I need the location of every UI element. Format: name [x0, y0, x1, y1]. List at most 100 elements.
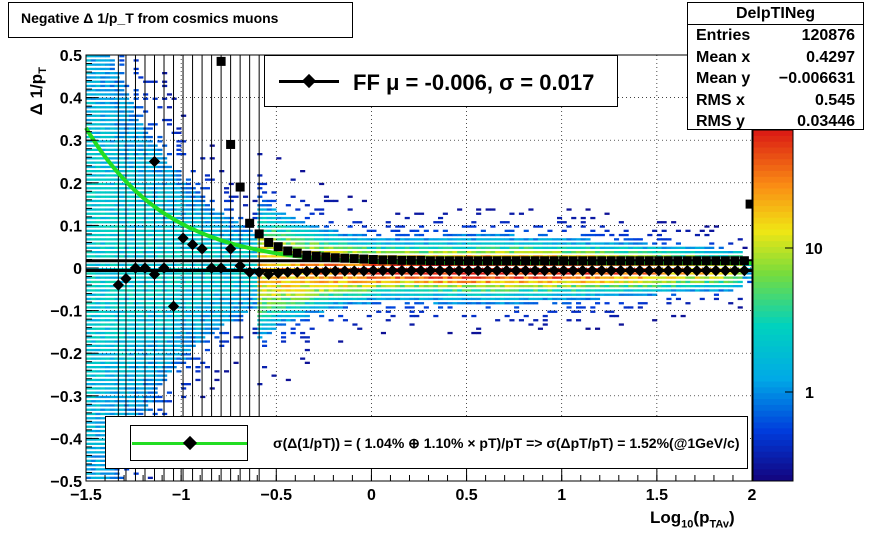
- heatmap-bin: [109, 208, 115, 211]
- heatmap-bin: [119, 255, 125, 258]
- heatmap-bin: [333, 246, 339, 249]
- mean-marker: [576, 264, 589, 277]
- heatmap-bin: [143, 153, 149, 156]
- heatmap-bin: [162, 80, 168, 83]
- heatmap-bin: [618, 293, 624, 296]
- y-tick-label: −0.5: [50, 474, 82, 491]
- colorbar-segment: [753, 276, 793, 283]
- heatmap-bin: [376, 242, 382, 245]
- sigma-marker: [730, 256, 740, 266]
- heatmap-bin: [476, 280, 482, 284]
- heatmap-bin: [447, 276, 453, 279]
- heatmap-bin: [204, 323, 210, 326]
- heatmap-bin: [442, 302, 448, 305]
- heatmap-bin: [143, 404, 149, 407]
- heatmap-bin: [666, 246, 672, 249]
- heatmap-bin: [238, 306, 244, 309]
- heatmap-bin: [266, 246, 272, 249]
- heatmap-bin: [124, 272, 130, 275]
- heatmap-bin: [518, 285, 524, 288]
- heatmap-bin: [95, 464, 101, 467]
- sigma-marker: [701, 256, 711, 266]
- heatmap-bin: [195, 323, 201, 326]
- heatmap-bin: [95, 229, 101, 232]
- heatmap-bin: [566, 285, 572, 288]
- heatmap-bin: [209, 199, 215, 203]
- heatmap-bin: [328, 276, 334, 279]
- heatmap-bin: [580, 276, 586, 279]
- sigma-marker: [739, 256, 749, 266]
- heatmap-bin: [128, 255, 134, 258]
- heatmap-bin: [86, 148, 92, 151]
- heatmap-bin: [590, 276, 596, 279]
- heatmap-bin: [138, 208, 144, 211]
- heatmap-bin: [228, 319, 234, 322]
- heatmap-bin: [128, 178, 134, 181]
- heatmap-bin: [547, 238, 553, 241]
- heatmap-bin: [323, 289, 329, 292]
- heatmap-bin: [514, 242, 520, 245]
- heatmap-bin: [133, 118, 139, 122]
- heatmap-bin: [214, 293, 220, 296]
- heatmap-bin: [266, 319, 272, 322]
- heatmap-bin: [537, 293, 543, 296]
- heatmap-bin: [100, 446, 106, 450]
- heatmap-bin: [609, 233, 615, 237]
- heatmap-bin: [604, 229, 610, 232]
- heatmap-bin: [109, 336, 115, 339]
- colorbar-segment: [753, 416, 793, 423]
- heatmap-bin: [124, 233, 130, 237]
- heatmap-bin: [243, 276, 249, 279]
- heatmap-bin: [490, 242, 496, 245]
- heatmap-bin: [128, 323, 134, 326]
- heatmap-bin: [100, 170, 106, 173]
- heatmap-bin: [162, 251, 168, 254]
- heatmap-bin: [276, 238, 282, 241]
- heatmap-bin: [200, 327, 206, 330]
- heatmap-bin: [133, 174, 139, 177]
- heatmap-bin: [105, 131, 111, 134]
- heatmap-bin: [366, 229, 372, 232]
- heatmap-bin: [90, 327, 96, 330]
- heatmap-bin: [95, 63, 101, 66]
- heatmap-bin: [228, 225, 234, 228]
- heatmap-bin: [376, 233, 382, 237]
- heatmap-bin: [138, 361, 144, 364]
- heatmap-bin: [152, 165, 158, 169]
- legend-top: FF μ = -0.006, σ = 0.017: [264, 55, 618, 107]
- heatmap-bin: [86, 378, 92, 382]
- heatmap-bin: [95, 127, 101, 130]
- heatmap-bin: [419, 233, 425, 237]
- heatmap-bin: [300, 272, 306, 275]
- heatmap-bin: [166, 123, 172, 126]
- heatmap-bin: [323, 195, 329, 198]
- heatmap-bin: [185, 340, 191, 343]
- heatmap-bin: [143, 140, 149, 143]
- heatmap-bin: [300, 246, 306, 249]
- heatmap-bin: [95, 340, 101, 343]
- heatmap-bin: [200, 280, 206, 284]
- heatmap-bin: [185, 293, 191, 296]
- heatmap-bin: [671, 285, 677, 288]
- heatmap-bin: [542, 251, 548, 254]
- heatmap-bin: [143, 174, 149, 177]
- heatmap-bin: [185, 289, 191, 292]
- heatmap-bin: [461, 314, 467, 318]
- heatmap-bin: [580, 225, 586, 228]
- heatmap-bin: [100, 323, 106, 326]
- heatmap-bin: [300, 276, 306, 279]
- heatmap-bin: [119, 361, 125, 364]
- heatmap-bin: [323, 251, 329, 254]
- heatmap-bin: [90, 97, 96, 100]
- heatmap-bin: [466, 280, 472, 284]
- heatmap-bin: [552, 297, 558, 301]
- heatmap-bin: [290, 238, 296, 241]
- heatmap-bin: [609, 276, 615, 279]
- heatmap-bin: [190, 302, 196, 305]
- heatmap-bin: [90, 63, 96, 66]
- heatmap-bin: [671, 251, 677, 254]
- heatmap-bin: [133, 366, 139, 369]
- heatmap-bin: [376, 297, 382, 301]
- heatmap-bin: [124, 93, 130, 96]
- heatmap-bin: [395, 289, 401, 292]
